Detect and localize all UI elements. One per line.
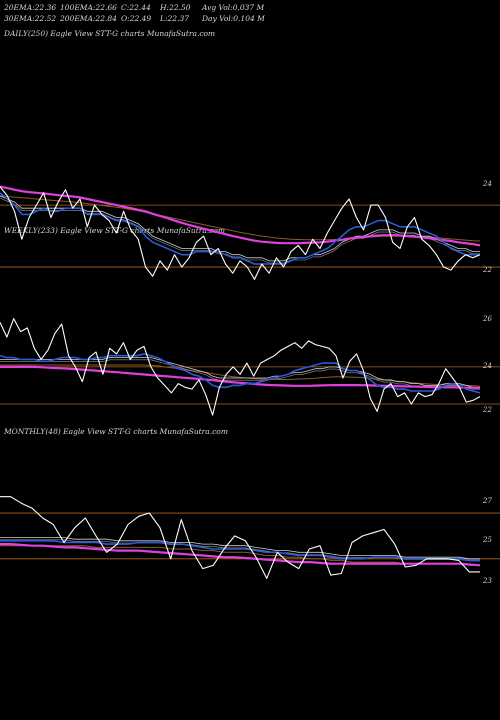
monthly-y-tick-0: 27 xyxy=(482,497,492,505)
weekly-ema-fast-line xyxy=(0,353,481,394)
ema30-readout: 30EMA:22.52 xyxy=(4,14,57,23)
open-readout: O:22.49 xyxy=(121,14,152,23)
monthly-panel-label: MONTHLY(48) Eagle View STT-G charts Muna… xyxy=(4,427,228,436)
weekly-ema-long-line xyxy=(0,365,481,390)
weekly-price-line xyxy=(0,318,481,416)
daily-price-line xyxy=(0,186,481,280)
weekly-y-tick-2: 22 xyxy=(482,406,492,414)
avg-vol-readout: Avg Vol:0.037 M xyxy=(202,3,265,12)
monthly-ema-long-line xyxy=(0,542,481,567)
low-readout: L:22.37 xyxy=(160,14,189,23)
daily-ema-fast-line xyxy=(0,192,480,265)
day-vol-readout: Day Vol:0.104 M xyxy=(202,14,265,23)
high-readout: H:22.50 xyxy=(160,3,191,12)
monthly-y-tick-2: 23 xyxy=(482,577,492,585)
monthly-ema-fast-line xyxy=(0,539,480,562)
monthly-price-line xyxy=(0,496,480,579)
ema20-readout: 20EMA:22.36 xyxy=(4,3,57,12)
daily-ema-long-line xyxy=(0,185,481,247)
weekly-ema-mid-band-line xyxy=(0,359,480,390)
ema100-readout: 100EMA:22.66 xyxy=(60,3,117,12)
daily-panel-label: DAILY(250) Eagle View STT-G charts Munaf… xyxy=(4,29,216,38)
ema200-readout: 200EMA:22.84 xyxy=(60,14,117,23)
daily-y-tick-0: 24 xyxy=(482,180,492,188)
weekly-y-tick-0: 26 xyxy=(482,315,492,323)
close-readout: C:22.44 xyxy=(121,3,151,12)
monthly-y-tick-1: 25 xyxy=(482,536,492,544)
daily-ema-slow-line xyxy=(0,195,481,242)
weekly-y-tick-1: 24 xyxy=(482,362,492,370)
daily-y-tick-1: 22 xyxy=(482,266,492,274)
